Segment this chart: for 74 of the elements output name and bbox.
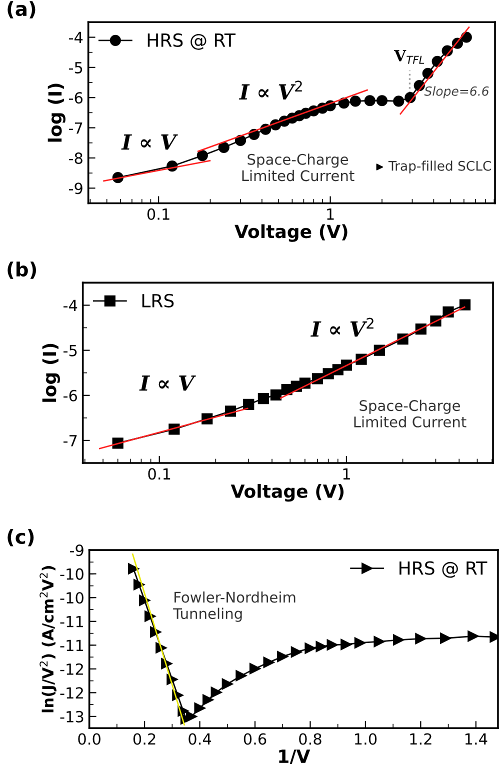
annotation: I ∝ V$^{2}$ xyxy=(238,80,302,100)
annotation: Trap-filled SCLC xyxy=(388,160,491,174)
annotation: Slope=6.6 xyxy=(424,86,489,98)
point xyxy=(210,686,222,698)
y-tick-label: -10 xyxy=(60,568,84,580)
point xyxy=(468,630,479,642)
x-tick-label: 1 xyxy=(343,468,350,480)
y-tick-label: -5 xyxy=(68,62,82,74)
x-tick-label: 0.4 xyxy=(188,733,212,745)
point xyxy=(277,651,288,662)
y-tick-label: -12 xyxy=(60,687,83,698)
x-tick-label: 1.4 xyxy=(465,733,488,745)
y-tick-label: -13 xyxy=(60,710,84,722)
point xyxy=(138,594,150,606)
x-tick-label: 0.2 xyxy=(133,733,156,745)
y-tick-label: -7 xyxy=(68,122,82,134)
y-tick-label: -6 xyxy=(68,92,82,104)
point xyxy=(374,636,385,648)
y-tick-label: -9 xyxy=(70,544,84,556)
point xyxy=(133,579,145,590)
point xyxy=(326,639,338,650)
point xyxy=(290,646,302,658)
point xyxy=(128,563,140,574)
point xyxy=(354,637,366,648)
y-axis-title: log (I) xyxy=(48,84,66,142)
y-tick-label: -5 xyxy=(63,344,77,356)
x-tick-label: 1.0 xyxy=(354,733,377,745)
chart-title: (c) xyxy=(8,528,34,546)
annotation: Space-Charge Limited Current xyxy=(242,154,354,182)
y-tick-label: -4 xyxy=(68,32,83,44)
point xyxy=(263,656,274,668)
x-tick-label: 0.1 xyxy=(148,468,170,480)
legend-label: HRS @ RT xyxy=(400,561,488,578)
point xyxy=(249,663,261,674)
annotation: Fowler-Nordheim Tunneling xyxy=(173,591,296,622)
y-tick-label: -12 xyxy=(60,663,83,675)
legend-label: HRS @ RT xyxy=(148,33,236,50)
point xyxy=(236,670,247,682)
ref-line-label: V$_{TFL}$ xyxy=(394,50,424,64)
point xyxy=(222,678,233,690)
legend-label: LRS xyxy=(142,294,174,308)
annotation: Space-Charge Limited Current xyxy=(354,400,466,428)
y-axis-title: ln(J/V$^{2}$) (A/cm$^{2}$V$^{2}$) xyxy=(40,566,56,712)
annotation: I ∝ V$^{2}$ xyxy=(310,318,374,337)
y-tick-label: -6 xyxy=(63,390,78,402)
point xyxy=(202,694,214,706)
x-tick-label: 0.1 xyxy=(147,208,170,220)
y-tick-label: -4 xyxy=(63,300,78,312)
x-tick-label: 0.0 xyxy=(78,733,100,745)
chart-title: (b) xyxy=(8,262,36,279)
x-tick-label: 1.2 xyxy=(410,733,432,745)
y-tick-label: -8 xyxy=(68,152,82,164)
x-axis-title: Voltage (V) xyxy=(234,224,348,242)
point xyxy=(440,632,452,644)
chart-title: (a) xyxy=(8,1,36,18)
y-tick-label: -7 xyxy=(63,435,77,446)
point xyxy=(186,710,198,722)
point xyxy=(194,702,206,714)
y-axis-title: log (I) xyxy=(42,344,60,402)
point xyxy=(304,642,316,654)
x-tick-label: 1 xyxy=(327,208,334,220)
point xyxy=(393,634,404,646)
point xyxy=(316,641,327,652)
x-tick-label: 0.6 xyxy=(244,733,266,745)
y-tick-label: -10 xyxy=(60,592,84,604)
x-axis-title: Voltage (V) xyxy=(230,484,344,502)
annotation: I ∝ V xyxy=(139,375,196,391)
x-tick-label: 0.8 xyxy=(299,733,322,745)
y-tick-label: -11 xyxy=(60,616,84,628)
point xyxy=(340,638,352,650)
y-tick-label: -9 xyxy=(68,182,82,194)
y-tick-label: -11 xyxy=(60,640,84,651)
point xyxy=(415,633,426,644)
annotation: I ∝ V xyxy=(121,134,178,150)
